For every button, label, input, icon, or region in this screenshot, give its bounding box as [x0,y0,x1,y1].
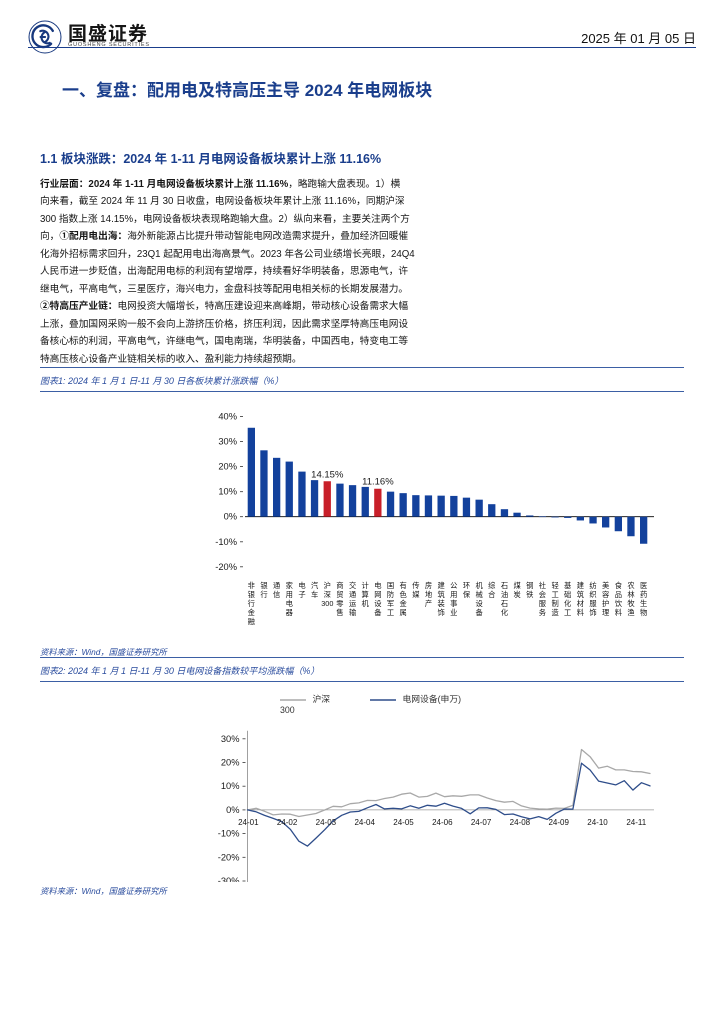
svg-text:20%: 20% [221,758,240,768]
svg-text:-10%: -10% [215,537,237,547]
svg-text:-20%: -20% [218,852,240,862]
svg-text:14.15%: 14.15% [311,469,344,480]
svg-text:10%: 10% [218,487,237,497]
svg-text:20%: 20% [218,462,237,472]
svg-text:-30%: -30% [218,876,240,882]
svg-text:30%: 30% [221,734,240,744]
svg-text:11.16%: 11.16% [362,477,394,488]
svg-text:30%: 30% [218,437,237,447]
svg-text:-20%: -20% [215,562,237,572]
svg-text:0%: 0% [224,512,237,522]
svg-text:40%: 40% [218,412,237,422]
svg-text:10%: 10% [221,781,240,791]
svg-text:0%: 0% [226,805,239,815]
